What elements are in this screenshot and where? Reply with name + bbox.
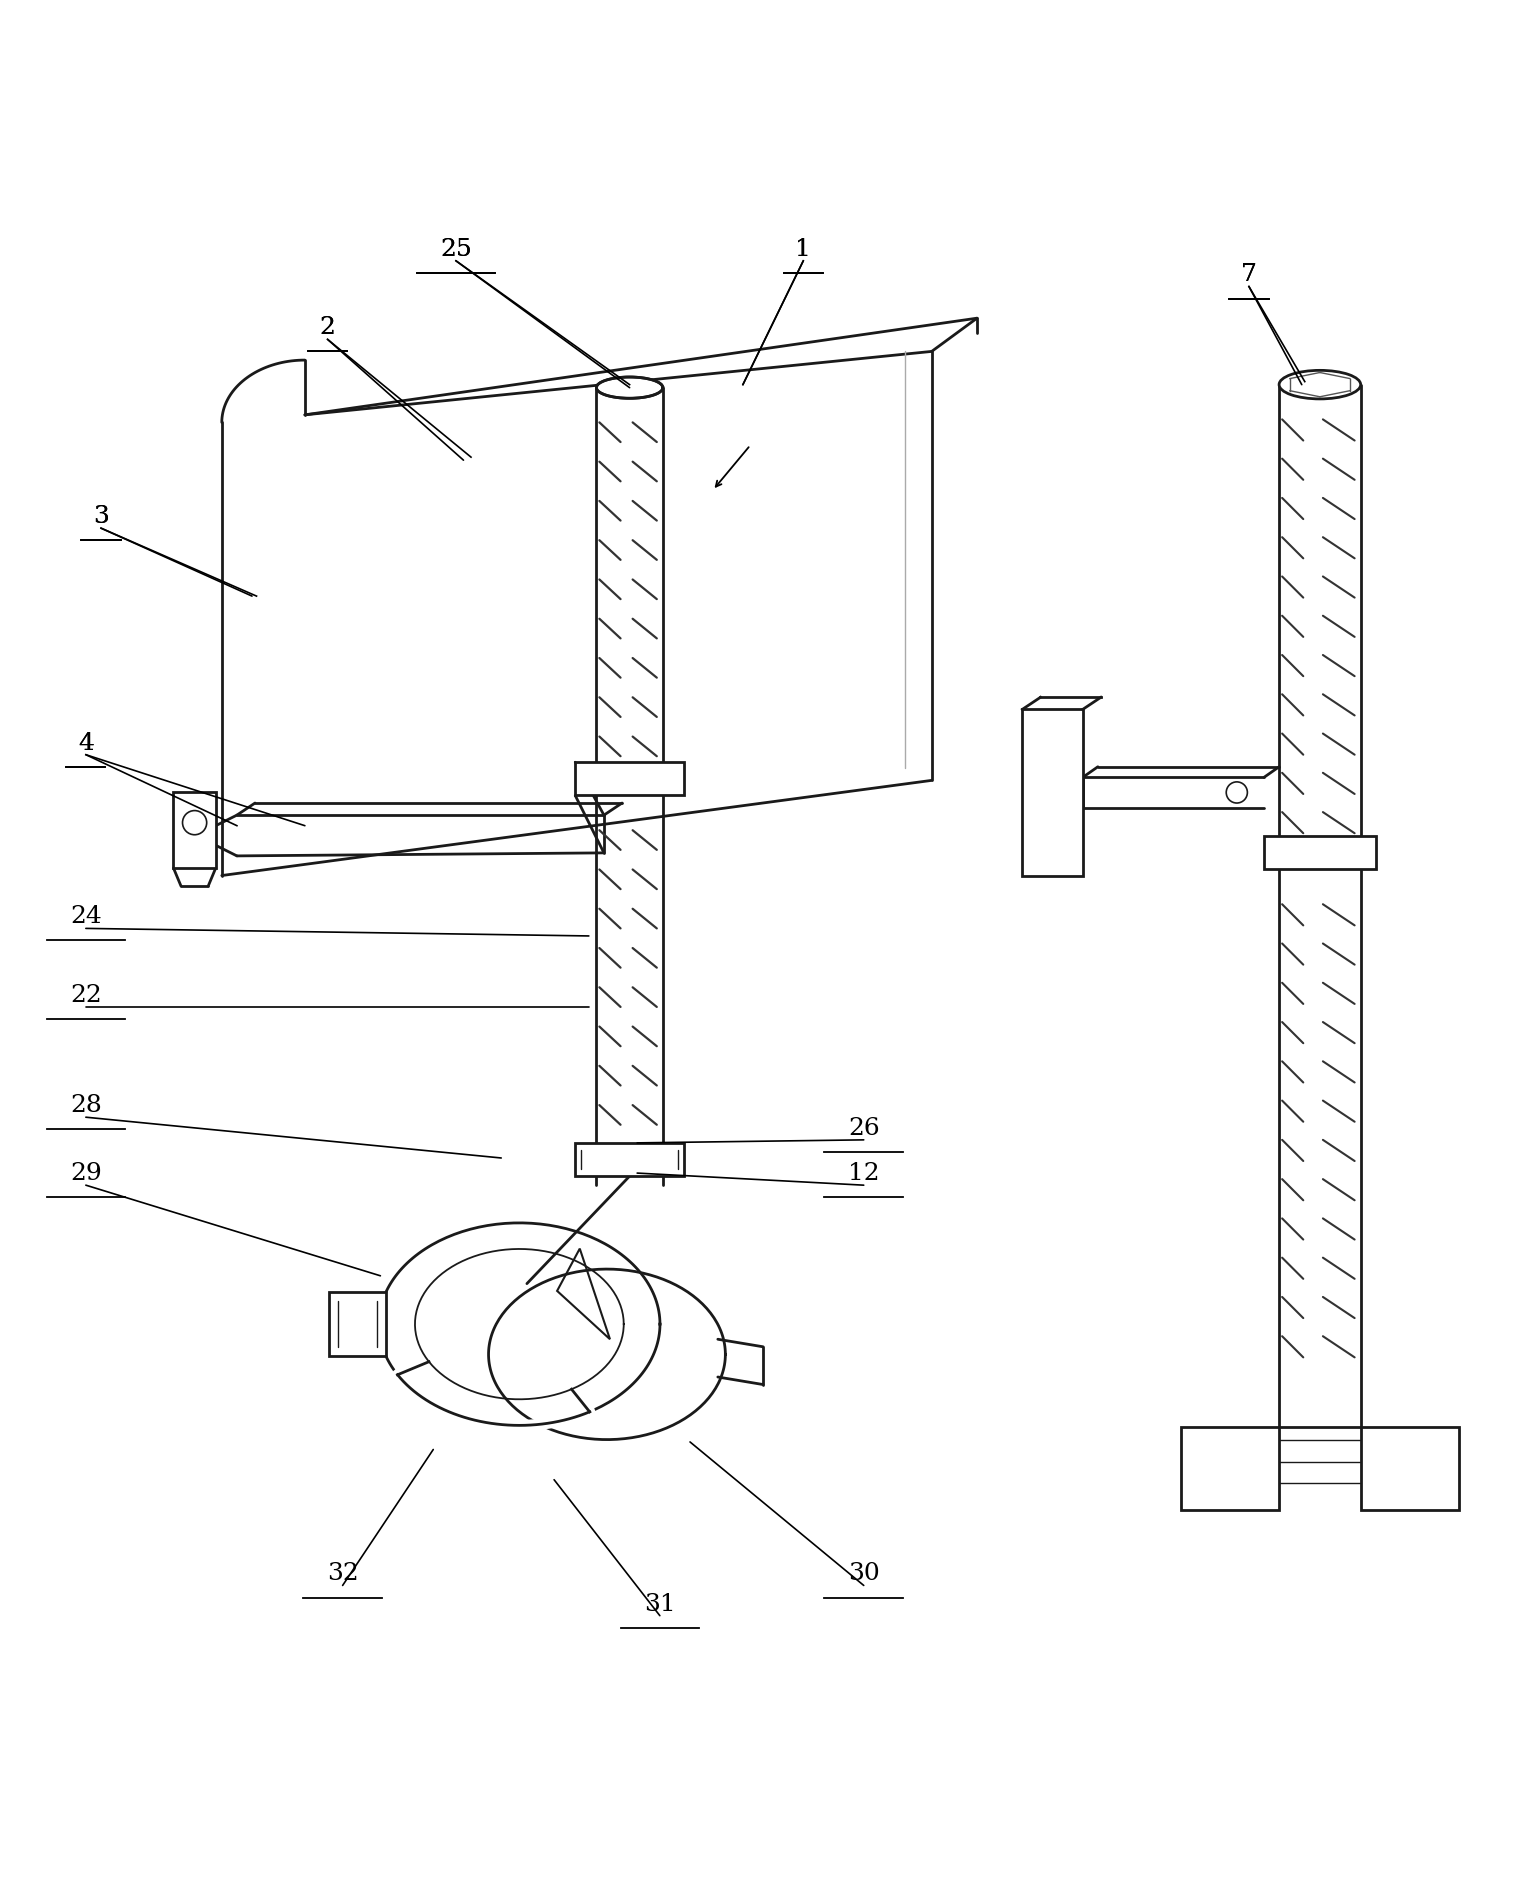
Bar xyxy=(575,1144,684,1176)
Text: 2: 2 xyxy=(320,317,335,340)
Bar xyxy=(1181,1427,1280,1510)
Text: 25: 25 xyxy=(440,238,471,260)
Text: 1: 1 xyxy=(796,238,811,260)
Text: 2: 2 xyxy=(320,317,335,340)
Ellipse shape xyxy=(596,377,662,398)
Bar xyxy=(1264,836,1377,870)
Text: 7: 7 xyxy=(1242,264,1257,287)
Text: 25: 25 xyxy=(440,238,471,260)
Text: 3: 3 xyxy=(92,506,109,528)
Text: 29: 29 xyxy=(70,1162,102,1185)
Bar xyxy=(329,1293,387,1357)
Text: 1: 1 xyxy=(796,238,811,260)
Text: 7: 7 xyxy=(1242,264,1257,287)
Text: 4: 4 xyxy=(77,732,94,755)
Polygon shape xyxy=(1280,385,1361,1510)
Text: 24: 24 xyxy=(70,906,102,928)
Bar xyxy=(1022,710,1082,876)
Text: 28: 28 xyxy=(70,1094,102,1117)
Bar xyxy=(1361,1427,1458,1510)
Text: 12: 12 xyxy=(847,1162,879,1185)
Text: 3: 3 xyxy=(92,506,109,528)
Polygon shape xyxy=(596,387,662,1185)
Bar xyxy=(575,762,684,796)
Text: 32: 32 xyxy=(327,1562,358,1585)
Text: 31: 31 xyxy=(644,1593,676,1615)
Ellipse shape xyxy=(1280,370,1361,398)
Text: 4: 4 xyxy=(77,732,94,755)
Text: 30: 30 xyxy=(847,1562,879,1585)
Text: 26: 26 xyxy=(847,1117,879,1140)
Text: 22: 22 xyxy=(70,983,102,1008)
Bar xyxy=(173,793,215,868)
